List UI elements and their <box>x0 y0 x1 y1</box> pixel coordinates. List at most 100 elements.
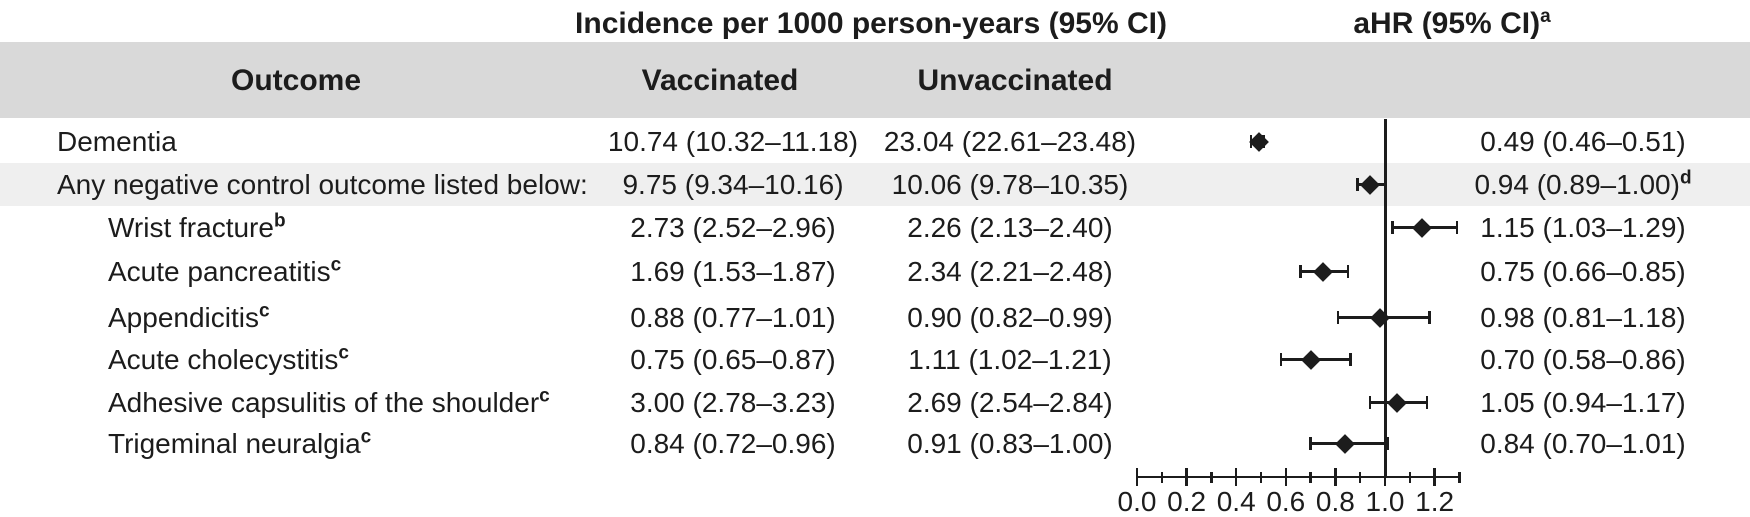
error-bar-cap-right <box>1346 265 1350 278</box>
ahr-value: 0.75 (0.66–0.85) <box>1433 250 1733 293</box>
vaccinated-value: 0.75 (0.65–0.87) <box>583 338 883 381</box>
vaccinated-value-text: 0.75 (0.65–0.87) <box>630 344 836 375</box>
axis-tick-minor <box>1358 471 1362 483</box>
axis-tick-minor <box>1408 471 1412 483</box>
error-bar-cap-right <box>1455 221 1459 234</box>
incidence-column-title: Incidence per 1000 person-years (95% CI) <box>541 6 1201 42</box>
ahr-value-text: 0.84 (0.70–1.01) <box>1480 428 1686 459</box>
incidence-column-title-text: Incidence per 1000 person-years (95% CI) <box>575 7 1167 40</box>
outcome-label-text: Adhesive capsulitis of the shoulder <box>108 387 540 418</box>
ahr-column-title-text: aHR (95% CI) <box>1353 7 1541 40</box>
x-axis-line <box>1137 475 1461 479</box>
vaccinated-value-text: 0.88 (0.77–1.01) <box>630 302 836 333</box>
error-bar-cap-left <box>1391 221 1394 234</box>
outcome-label: Dementia <box>57 120 177 163</box>
axis-tick-major <box>1334 468 1337 486</box>
table-row: Any negative control outcome listed belo… <box>0 163 1750 206</box>
ahr-value: 1.15 (1.03–1.29) <box>1433 206 1733 249</box>
unvaccinated-value-text: 0.91 (0.83–1.00) <box>907 428 1113 459</box>
footnote-marker: d <box>1679 167 1692 189</box>
error-bar-cap-left <box>1368 396 1372 409</box>
outcome-label: Acute pancreatitisc <box>108 250 341 293</box>
unvaccinated-value: 23.04 (22.61–23.48) <box>860 120 1160 163</box>
ahr-title-footnote-marker: a <box>1540 6 1551 27</box>
axis-tick-minor <box>1160 471 1164 483</box>
axis-tick-label: 1.2 <box>1415 486 1455 517</box>
vaccinated-value: 10.74 (10.32–11.18) <box>583 120 883 163</box>
unvaccinated-value: 10.06 (9.78–10.35) <box>860 163 1160 206</box>
error-bar-cap-right <box>1383 178 1387 191</box>
error-bar-cap-left <box>1336 311 1340 324</box>
ahr-value: 0.98 (0.81–1.18) <box>1433 296 1733 339</box>
ahr-value-text: 0.49 (0.46–0.51) <box>1480 126 1686 157</box>
axis-tick-label: 0.0 <box>1117 486 1157 517</box>
axis-tick-label: 0.4 <box>1216 486 1256 517</box>
vaccinated-value-text: 1.69 (1.53–1.87) <box>630 256 836 287</box>
ahr-value-text: 0.94 (0.89–1.00) <box>1474 169 1680 200</box>
ahr-value-text: 1.05 (0.94–1.17) <box>1480 387 1686 418</box>
unvaccinated-value-text: 10.06 (9.78–10.35) <box>891 169 1129 200</box>
axis-tick-minor <box>1309 471 1312 483</box>
table-row: Adhesive capsulitis of the shoulderc 3.00… <box>0 381 1750 424</box>
outcome-label: Wrist fractureb <box>108 206 286 249</box>
error-bar-cap-left <box>1356 178 1359 191</box>
footnote-marker: c <box>338 342 349 364</box>
unvaccinated-value-text: 2.34 (2.21–2.48) <box>907 256 1113 287</box>
outcome-label-text: Appendicitis <box>108 302 259 333</box>
ahr-value-text: 1.15 (1.03–1.29) <box>1480 212 1686 243</box>
vaccinated-value-text: 2.73 (2.52–2.96) <box>630 212 836 243</box>
axis-tick-major <box>1234 468 1238 486</box>
axis-tick-major <box>1185 468 1188 486</box>
vaccinated-value: 9.75 (9.34–10.16) <box>583 163 883 206</box>
table-row: Trigeminal neuralgiac 0.84 (0.72–0.96) 0.9… <box>0 422 1750 465</box>
header-unvaccinated: Unvaccinated <box>917 64 1113 97</box>
vaccinated-value: 0.84 (0.72–0.96) <box>583 422 883 465</box>
error-bar-cap-right <box>1386 437 1389 450</box>
ahr-value-text: 0.98 (0.81–1.18) <box>1480 302 1686 333</box>
axis-tick-label: 0.8 <box>1315 486 1355 517</box>
unvaccinated-value: 0.91 (0.83–1.00) <box>860 422 1160 465</box>
unvaccinated-value-text: 2.26 (2.13–2.40) <box>907 212 1113 243</box>
unvaccinated-value: 1.11 (1.02–1.21) <box>860 338 1160 381</box>
error-bar-cap-right <box>1349 353 1352 366</box>
table-header-band: Outcome Vaccinated Unvaccinated <box>0 42 1750 118</box>
footnote-marker: b <box>273 210 286 232</box>
outcome-label-text: Trigeminal neuralgia <box>108 428 361 459</box>
ahr-value: 0.49 (0.46–0.51) <box>1433 120 1733 163</box>
header-vaccinated: Vaccinated <box>641 64 799 97</box>
outcome-label-text: Dementia <box>57 126 177 157</box>
vaccinated-value-text: 10.74 (10.32–11.18) <box>607 126 859 157</box>
ahr-value: 0.94 (0.89–1.00)d <box>1433 163 1733 206</box>
error-bar-cap-left <box>1299 265 1302 278</box>
vaccinated-value: 2.73 (2.52–2.96) <box>583 206 883 249</box>
outcome-label: Adhesive capsulitis of the shoulderc <box>108 381 550 424</box>
ahr-column-title: aHR (95% CI)a <box>1252 6 1652 42</box>
vaccinated-value: 0.88 (0.77–1.01) <box>583 296 883 339</box>
outcome-label-text: Acute cholecystitis <box>108 344 339 375</box>
axis-tick-major <box>1383 468 1387 486</box>
unvaccinated-value-text: 23.04 (22.61–23.48) <box>883 126 1137 157</box>
table-row: Acute cholecystitisc 0.75 (0.65–0.87) 1.11… <box>0 338 1750 381</box>
vaccinated-value-text: 9.75 (9.34–10.16) <box>622 169 844 200</box>
unvaccinated-value-text: 2.69 (2.54–2.84) <box>907 387 1113 418</box>
table-row: Dementia 10.74 (10.32–11.18) 23.04 (22.61–… <box>0 120 1750 163</box>
error-bar-cap-left <box>1279 353 1283 366</box>
axis-tick-label: 0.6 <box>1266 486 1306 517</box>
ahr-value: 0.70 (0.58–0.86) <box>1433 338 1733 381</box>
ahr-value-text: 0.75 (0.66–0.85) <box>1480 256 1686 287</box>
unvaccinated-value: 2.34 (2.21–2.48) <box>860 250 1160 293</box>
footnote-marker: c <box>360 426 372 448</box>
outcome-label: Appendicitisc <box>108 296 270 339</box>
table-row: Acute pancreatitisc 1.69 (1.53–1.87) 2.34 … <box>0 250 1750 293</box>
footnote-marker: c <box>258 300 270 322</box>
reference-line <box>1383 119 1387 477</box>
vaccinated-value-text: 3.00 (2.78–3.23) <box>630 387 836 418</box>
axis-tick-minor <box>1458 471 1461 483</box>
header-outcome: Outcome <box>230 64 362 97</box>
footnote-marker: c <box>539 385 550 407</box>
axis-tick-major <box>1284 468 1288 486</box>
unvaccinated-value: 2.69 (2.54–2.84) <box>860 381 1160 424</box>
outcome-label-text: Any negative control outcome listed belo… <box>57 169 588 200</box>
unvaccinated-value: 2.26 (2.13–2.40) <box>860 206 1160 249</box>
